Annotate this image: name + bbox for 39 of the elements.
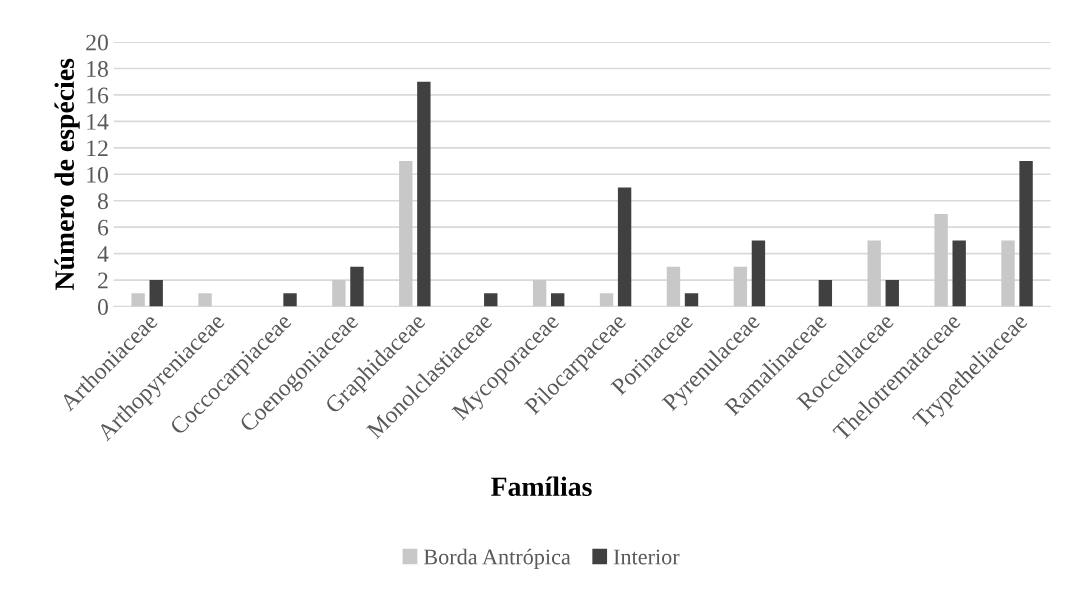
legend-label: Borda Antrópica — [423, 548, 571, 569]
bar — [952, 240, 966, 307]
y-tick-label: 20 — [86, 34, 108, 51]
bar — [617, 187, 632, 307]
y-tick-label: 6 — [98, 219, 109, 236]
y-tick-label: 4 — [97, 246, 109, 262]
y-tick-label: 12 — [87, 140, 108, 157]
bar — [198, 293, 212, 307]
legend-label: Interior — [613, 549, 680, 565]
x-axis-title: Famílias — [491, 476, 592, 497]
bar — [532, 280, 547, 307]
bar — [867, 240, 881, 307]
bar — [684, 293, 699, 307]
bar — [1019, 161, 1033, 307]
y-tick-label: 18 — [87, 61, 108, 77]
bar — [1001, 240, 1015, 307]
bar — [818, 280, 833, 307]
y-axis-title: Número de espécies — [54, 58, 80, 290]
y-tick-label: 8 — [97, 193, 108, 210]
bar — [934, 213, 948, 307]
y-tick-label: 2 — [98, 272, 108, 289]
bar — [484, 293, 498, 307]
bar — [417, 81, 431, 307]
y-tick-label: 0 — [97, 299, 108, 315]
bar — [885, 280, 899, 307]
bar — [149, 280, 163, 307]
bar — [131, 293, 145, 307]
bar — [599, 293, 614, 307]
bar — [350, 266, 364, 307]
y-tick-label: 14 — [87, 114, 109, 130]
bar — [332, 280, 346, 307]
bar — [733, 266, 748, 307]
bar — [283, 293, 297, 307]
bar — [399, 161, 413, 307]
bar — [751, 240, 766, 307]
bar — [551, 293, 565, 307]
bar — [666, 266, 681, 307]
y-tick-label: 16 — [87, 87, 109, 104]
y-tick-label: 10 — [87, 166, 108, 183]
